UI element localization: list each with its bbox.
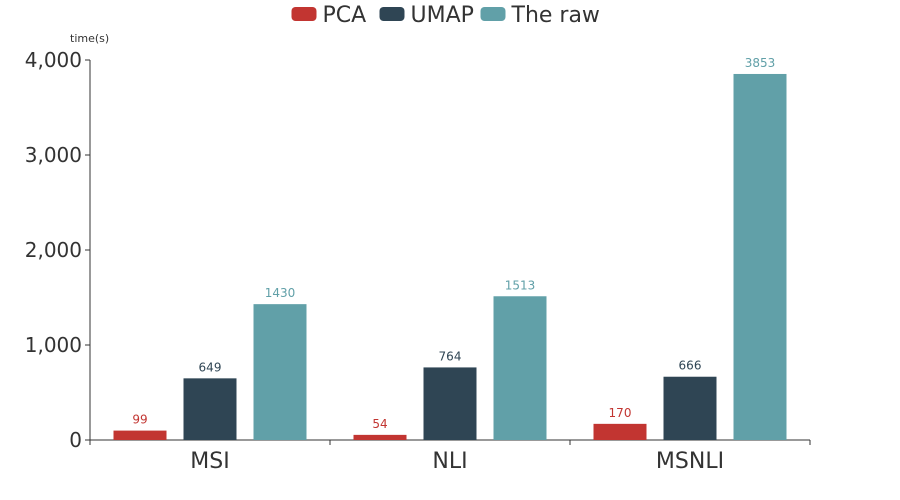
data-label-umap-nli: 764 — [439, 349, 462, 363]
legend-label-umap: UMAP — [411, 3, 474, 28]
bar-the-raw-nli — [493, 296, 547, 440]
y-tick-label: 1,000 — [25, 333, 82, 357]
legend-label-pca: PCA — [323, 3, 367, 28]
legend-label-the-raw: The raw — [511, 3, 600, 28]
data-label-umap-msi: 649 — [199, 360, 222, 374]
bar-umap-nli — [423, 367, 477, 440]
bars — [113, 73, 787, 440]
legend-swatch-pca — [291, 7, 317, 21]
y-axis-unit-label: time(s) — [70, 32, 109, 45]
bar-umap-msi — [183, 378, 237, 440]
bar-pca-msnli — [593, 423, 647, 440]
y-axis: 0 1,000 2,000 3,000 4,000 — [25, 48, 91, 452]
x-tick-label-nli: NLI — [432, 449, 467, 474]
bar-the-raw-msnli — [733, 73, 787, 440]
data-label-umap-msnli: 666 — [679, 359, 702, 373]
bar-the-raw-msi — [253, 304, 307, 440]
y-tick-label: 2,000 — [25, 238, 82, 262]
legend-item-pca[interactable]: PCA — [291, 3, 367, 28]
data-label-pca-msnli: 170 — [609, 406, 632, 420]
data-labels: 99 54 170 649 764 666 1430 1513 3853 — [132, 56, 775, 431]
y-tick-label: 3,000 — [25, 143, 82, 167]
data-label-the-raw-msnli: 3853 — [745, 56, 776, 70]
x-tick-label-msi: MSI — [190, 449, 229, 474]
x-tick-label-msnli: MSNLI — [656, 449, 724, 474]
x-axis: MSI NLI MSNLI — [89, 439, 811, 474]
data-label-pca-msi: 99 — [132, 413, 147, 427]
legend-item-umap[interactable]: UMAP — [379, 3, 474, 28]
data-label-pca-nli: 54 — [372, 417, 387, 431]
y-tick-label: 4,000 — [25, 48, 82, 72]
bar-umap-msnli — [663, 376, 717, 440]
bar-pca-msi — [113, 430, 167, 440]
data-label-the-raw-nli: 1513 — [505, 278, 536, 292]
legend-swatch-umap — [379, 7, 405, 21]
bar-pca-nli — [353, 434, 407, 440]
data-label-the-raw-msi: 1430 — [265, 286, 296, 300]
y-tick-label: 0 — [69, 428, 82, 452]
legend: PCA UMAP The raw — [291, 3, 600, 28]
legend-swatch-the-raw — [480, 7, 506, 21]
legend-item-the-raw[interactable]: The raw — [480, 3, 600, 28]
